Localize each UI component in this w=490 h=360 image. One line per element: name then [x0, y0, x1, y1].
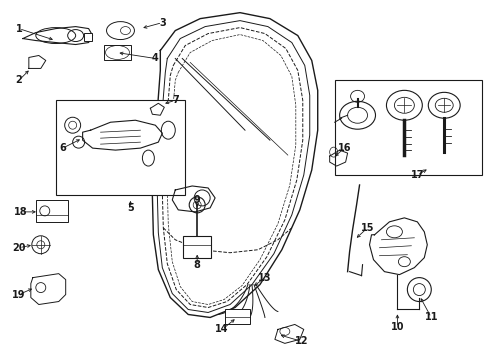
Text: 8: 8: [194, 260, 200, 270]
Bar: [225, 309, 250, 324]
Text: 18: 18: [14, 207, 27, 217]
Bar: [84, 32, 92, 41]
Text: 5: 5: [127, 203, 134, 213]
Text: 3: 3: [159, 18, 166, 28]
Text: 6: 6: [59, 143, 66, 153]
Text: 12: 12: [295, 336, 309, 346]
Text: 15: 15: [361, 223, 374, 233]
Bar: [103, 45, 131, 60]
Text: 20: 20: [12, 243, 25, 253]
Text: 10: 10: [391, 323, 404, 332]
Text: 19: 19: [12, 289, 25, 300]
Text: 13: 13: [258, 273, 271, 283]
Text: 1: 1: [16, 24, 22, 33]
Bar: [183, 236, 211, 258]
Text: 16: 16: [338, 143, 351, 153]
Text: 14: 14: [215, 324, 229, 334]
Text: 2: 2: [16, 75, 22, 85]
Text: 11: 11: [424, 312, 438, 323]
Text: 7: 7: [172, 95, 179, 105]
Text: 4: 4: [152, 54, 159, 63]
Bar: [335, 80, 482, 175]
Text: 9: 9: [194, 195, 200, 205]
Bar: [56, 100, 185, 195]
Text: 17: 17: [411, 170, 424, 180]
Bar: [36, 200, 68, 222]
